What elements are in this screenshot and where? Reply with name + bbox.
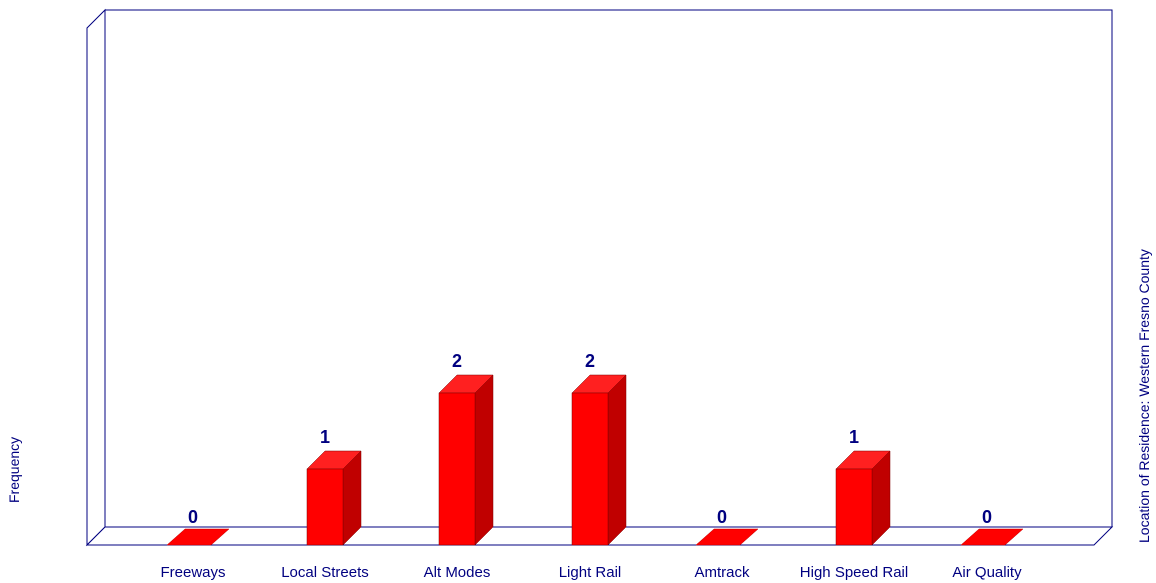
bars-group — [166, 374, 1024, 546]
category-label-high-speed-rail: High Speed Rail — [800, 564, 908, 581]
value-label-air-quality: 0 — [982, 507, 992, 527]
category-label-freeways: Freeways — [160, 564, 225, 581]
bar-amtrack — [695, 528, 759, 546]
value-label-amtrack: 0 — [717, 507, 727, 527]
category-label-local-streets: Local Streets — [281, 564, 369, 581]
bar-front — [306, 468, 344, 546]
bar-alt-modes — [438, 374, 494, 546]
bar-freeways — [166, 528, 230, 546]
bar-light-rail — [571, 374, 627, 546]
value-label-freeways: 0 — [188, 507, 198, 527]
value-label-light-rail: 2 — [585, 351, 595, 371]
bar-front — [571, 392, 609, 546]
value-label-high-speed-rail: 1 — [849, 427, 859, 447]
bar-local-streets — [306, 450, 362, 546]
category-label-light-rail: Light Rail — [559, 564, 622, 581]
value-label-alt-modes: 2 — [452, 351, 462, 371]
bar-side — [474, 374, 494, 546]
chart-side-wall — [86, 8, 106, 547]
bar-high-speed-rail — [835, 450, 891, 546]
category-label-amtrack: Amtrack — [694, 564, 750, 581]
bar-front — [835, 468, 873, 546]
bar-air-quality — [960, 528, 1024, 546]
category-label-alt-modes: Alt Modes — [424, 564, 491, 581]
labels-group: 0 Freeways 1 Local Streets 2 Alt Modes 2 Light … — [160, 351, 1022, 581]
bar-side — [607, 374, 627, 546]
category-label-air-quality: Air Quality — [952, 564, 1022, 581]
value-label-local-streets: 1 — [320, 427, 330, 447]
bar-front — [438, 392, 476, 546]
